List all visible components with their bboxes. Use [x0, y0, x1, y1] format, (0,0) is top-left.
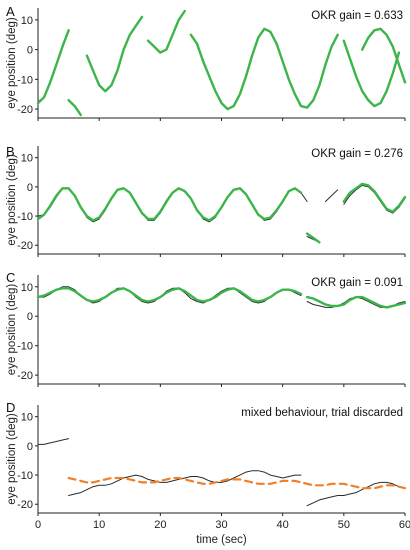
y-tick-label: -10 [17, 341, 33, 353]
stimulus-fit-segment [36, 29, 70, 105]
stimulus-fit-segment [305, 295, 407, 309]
stimulus-fit-segment [67, 476, 407, 490]
stimulus-fit-segment [189, 27, 339, 111]
eye-trace-segment [68, 470, 302, 496]
panel-letter: D [6, 400, 15, 415]
y-axis-title: eye position (deg) [6, 284, 18, 376]
stimulus-fit-segment [36, 187, 303, 222]
x-tick-label: 40 [277, 519, 289, 531]
panel-letter: C [6, 270, 15, 285]
series-stimulus-fit [36, 9, 407, 117]
y-tick-label: 10 [21, 412, 33, 424]
x-tick-label: 30 [215, 519, 227, 531]
x-tick-label: 0 [35, 519, 41, 531]
eye-trace-segment [306, 481, 406, 507]
y-tick-label: -20 [17, 240, 33, 252]
y-tick-label: 10 [21, 15, 33, 27]
y-tick-label: -10 [17, 470, 33, 482]
series-eye-trace [37, 286, 406, 308]
x-tick-label: 50 [338, 519, 350, 531]
eye-trace-segment [37, 438, 70, 445]
y-tick-label: 0 [27, 182, 33, 194]
y-tick-label: -10 [17, 211, 33, 223]
y-tick-label: -20 [17, 499, 33, 511]
y-tick-label: 0 [27, 311, 33, 323]
panel-letter: A [6, 4, 15, 19]
stimulus-fit-segment [342, 39, 401, 108]
stimulus-fit-segment [85, 15, 144, 93]
annotation: mixed behaviour, trial discarded [241, 407, 403, 419]
x-tick-label: 20 [154, 519, 166, 531]
eye-trace-segment [325, 189, 339, 202]
annotation: OKR gain = 0.276 [311, 148, 403, 160]
y-axis-title: eye position (deg) [6, 413, 18, 505]
panel-letter: B [6, 144, 15, 159]
y-tick-label: 10 [21, 153, 33, 165]
stimulus-fit-segment [361, 27, 407, 84]
eye-trace-segment [343, 40, 400, 107]
y-tick-label: 10 [21, 282, 33, 294]
x-axis-title: time (sec) [196, 534, 247, 546]
stimulus-fit-segment [67, 99, 82, 117]
x-tick-label: 10 [93, 519, 105, 531]
annotation: OKR gain = 0.633 [311, 10, 403, 22]
y-tick-label: -20 [17, 370, 33, 382]
y-axis-title: eye position (deg) [6, 154, 18, 246]
series-eye-trace [37, 438, 406, 507]
stimulus-fit-segment [36, 287, 303, 303]
series-stimulus-fit [36, 287, 407, 309]
stimulus-fit-segment [146, 9, 186, 54]
y-tick-label: 0 [27, 45, 33, 57]
y-tick-label: 0 [27, 441, 33, 453]
stimulus-fit-segment [342, 182, 407, 213]
stimulus-fit-segment [305, 232, 321, 244]
y-tick-label: -20 [17, 104, 33, 116]
series-eye-trace [37, 10, 406, 116]
y-tick-label: -10 [17, 74, 33, 86]
y-axis-title: eye position (deg) [6, 17, 18, 109]
series-stimulus-fit [67, 476, 407, 490]
annotation: OKR gain = 0.091 [311, 277, 403, 289]
x-tick-label: 60 [399, 519, 410, 531]
series-stimulus-fit [36, 182, 407, 244]
